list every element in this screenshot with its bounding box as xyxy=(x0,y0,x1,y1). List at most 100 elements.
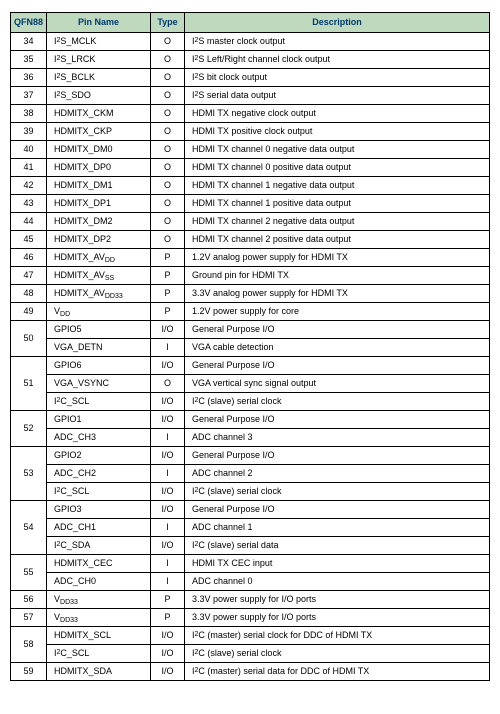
cell-pin: 38 xyxy=(11,105,47,123)
table-row: 44HDMITX_DM2OHDMI TX channel 2 negative … xyxy=(11,213,490,231)
cell-desc: HDMI TX channel 0 negative data output xyxy=(185,141,490,159)
cell-name: HDMITX_DP0 xyxy=(47,159,151,177)
cell-pin: 37 xyxy=(11,87,47,105)
cell-type: I/O xyxy=(151,501,185,519)
cell-name: I2S_LRCK xyxy=(47,51,151,69)
cell-type: I/O xyxy=(151,357,185,375)
cell-name: ADC_CH0 xyxy=(47,573,151,591)
table-row: 47HDMITX_AVSSPGround pin for HDMI TX xyxy=(11,267,490,285)
cell-desc: 3.3V analog power supply for HDMI TX xyxy=(185,285,490,303)
cell-desc: HDMI TX channel 2 positive data output xyxy=(185,231,490,249)
cell-type: P xyxy=(151,285,185,303)
table-row: 54GPIO3I/OGeneral Purpose I/O xyxy=(11,501,490,519)
cell-pin: 49 xyxy=(11,303,47,321)
cell-desc: HDMI TX channel 0 positive data output xyxy=(185,159,490,177)
cell-name: ADC_CH2 xyxy=(47,465,151,483)
cell-name: VDD xyxy=(47,303,151,321)
cell-pin: 50 xyxy=(11,321,47,357)
cell-type: O xyxy=(151,213,185,231)
cell-pin: 44 xyxy=(11,213,47,231)
cell-type: I/O xyxy=(151,447,185,465)
cell-pin: 55 xyxy=(11,555,47,591)
cell-desc: HDMI TX CEC input xyxy=(185,555,490,573)
table-row: I2C_SCLI/OI2C (slave) serial clock xyxy=(11,393,490,411)
cell-desc: I2C (master) serial data for DDC of HDMI… xyxy=(185,663,490,681)
cell-desc: I2S master clock output xyxy=(185,33,490,51)
cell-name: HDMITX_CKP xyxy=(47,123,151,141)
table-header-row: QFN88 Pin Name Type Description xyxy=(11,13,490,33)
cell-name: I2C_SCL xyxy=(47,645,151,663)
table-row: ADC_CH1IADC channel 1 xyxy=(11,519,490,537)
cell-desc: VGA cable detection xyxy=(185,339,490,357)
cell-type: I/O xyxy=(151,645,185,663)
table-row: ADC_CH3IADC channel 3 xyxy=(11,429,490,447)
cell-pin: 43 xyxy=(11,195,47,213)
cell-pin: 40 xyxy=(11,141,47,159)
cell-name: VGA_VSYNC xyxy=(47,375,151,393)
cell-type: P xyxy=(151,609,185,627)
cell-desc: HDMI TX channel 1 negative data output xyxy=(185,177,490,195)
cell-desc: I2C (slave) serial clock xyxy=(185,645,490,663)
cell-type: O xyxy=(151,375,185,393)
cell-desc: Ground pin for HDMI TX xyxy=(185,267,490,285)
cell-desc: 3.3V power supply for I/O ports xyxy=(185,591,490,609)
cell-desc: HDMI TX channel 2 negative data output xyxy=(185,213,490,231)
cell-name: HDMITX_DP2 xyxy=(47,231,151,249)
cell-name: HDMITX_DP1 xyxy=(47,195,151,213)
cell-type: P xyxy=(151,249,185,267)
cell-pin: 45 xyxy=(11,231,47,249)
cell-name: HDMITX_SCL xyxy=(47,627,151,645)
col-qfn: QFN88 xyxy=(11,13,47,33)
cell-pin: 51 xyxy=(11,357,47,411)
table-row: ADC_CH0IADC channel 0 xyxy=(11,573,490,591)
col-desc: Description xyxy=(185,13,490,33)
cell-desc: General Purpose I/O xyxy=(185,447,490,465)
cell-type: I/O xyxy=(151,627,185,645)
cell-type: I/O xyxy=(151,393,185,411)
col-type: Type xyxy=(151,13,185,33)
cell-desc: HDMI TX channel 1 positive data output xyxy=(185,195,490,213)
cell-desc: HDMI TX negative clock output xyxy=(185,105,490,123)
table-row: 36I2S_BCLKOI2S bit clock output xyxy=(11,69,490,87)
table-row: 42HDMITX_DM1OHDMI TX channel 1 negative … xyxy=(11,177,490,195)
cell-name: I2C_SCL xyxy=(47,483,151,501)
cell-type: I xyxy=(151,429,185,447)
cell-desc: I2C (slave) serial clock xyxy=(185,393,490,411)
table-row: 46HDMITX_AVDDP1.2V analog power supply f… xyxy=(11,249,490,267)
cell-type: I/O xyxy=(151,483,185,501)
cell-name: HDMITX_CKM xyxy=(47,105,151,123)
cell-type: O xyxy=(151,87,185,105)
cell-type: I/O xyxy=(151,321,185,339)
cell-name: VGA_DETN xyxy=(47,339,151,357)
cell-name: GPIO6 xyxy=(47,357,151,375)
cell-desc: General Purpose I/O xyxy=(185,321,490,339)
cell-name: GPIO2 xyxy=(47,447,151,465)
cell-type: O xyxy=(151,33,185,51)
table-row: 43HDMITX_DP1OHDMI TX channel 1 positive … xyxy=(11,195,490,213)
table-row: 51GPIO6I/OGeneral Purpose I/O xyxy=(11,357,490,375)
table-row: 48HDMITX_AVDD33P3.3V analog power supply… xyxy=(11,285,490,303)
cell-type: O xyxy=(151,105,185,123)
table-row: ADC_CH2IADC channel 2 xyxy=(11,465,490,483)
cell-name: VDD33 xyxy=(47,591,151,609)
table-row: 41HDMITX_DP0OHDMI TX channel 0 positive … xyxy=(11,159,490,177)
cell-desc: I2C (slave) serial data xyxy=(185,537,490,555)
cell-type: I xyxy=(151,555,185,573)
table-row: VGA_VSYNCOVGA vertical sync signal outpu… xyxy=(11,375,490,393)
cell-desc: ADC channel 3 xyxy=(185,429,490,447)
cell-name: I2C_SCL xyxy=(47,393,151,411)
cell-desc: 1.2V power supply for core xyxy=(185,303,490,321)
cell-pin: 52 xyxy=(11,411,47,447)
cell-type: I xyxy=(151,519,185,537)
cell-name: HDMITX_DM1 xyxy=(47,177,151,195)
table-row: 52GPIO1I/OGeneral Purpose I/O xyxy=(11,411,490,429)
cell-desc: ADC channel 1 xyxy=(185,519,490,537)
table-row: 49VDDP1.2V power supply for core xyxy=(11,303,490,321)
cell-type: O xyxy=(151,177,185,195)
cell-pin: 41 xyxy=(11,159,47,177)
cell-desc: General Purpose I/O xyxy=(185,357,490,375)
table-row: 56VDD33P3.3V power supply for I/O ports xyxy=(11,591,490,609)
cell-type: I/O xyxy=(151,663,185,681)
table-row: 58HDMITX_SCLI/OI2C (master) serial clock… xyxy=(11,627,490,645)
cell-type: I xyxy=(151,339,185,357)
